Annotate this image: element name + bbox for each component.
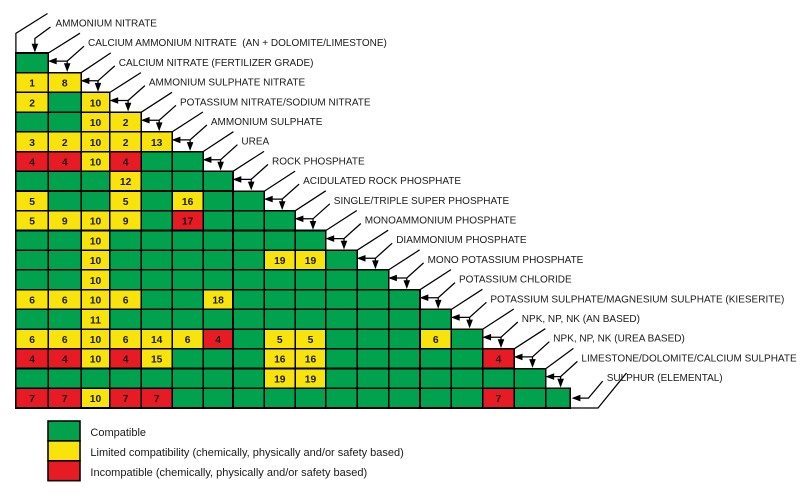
svg-text:10: 10	[90, 236, 102, 247]
svg-text:4: 4	[62, 355, 68, 366]
svg-text:AMMONIUM SULPHATE NITRATE: AMMONIUM SULPHATE NITRATE	[149, 78, 306, 89]
svg-text:6: 6	[123, 335, 129, 346]
svg-text:7: 7	[496, 394, 502, 405]
svg-text:10: 10	[90, 118, 102, 129]
svg-text:AMMONIUM NITRATE: AMMONIUM NITRATE	[56, 19, 158, 30]
svg-text:8: 8	[62, 79, 68, 90]
svg-text:6: 6	[29, 335, 35, 346]
svg-text:10: 10	[90, 276, 102, 287]
svg-text:2: 2	[29, 98, 35, 109]
svg-text:9: 9	[123, 217, 129, 228]
svg-text:NPK, NP, NK (UREA BASED): NPK, NP, NK (UREA BASED)	[553, 334, 685, 345]
svg-text:AMMONIUM SULPHATE: AMMONIUM SULPHATE	[211, 117, 323, 128]
svg-text:5: 5	[277, 335, 283, 346]
svg-text:ROCK PHOSPHATE: ROCK PHOSPHATE	[272, 156, 365, 167]
svg-text:18: 18	[212, 296, 224, 307]
svg-text:4: 4	[29, 355, 35, 366]
svg-text:MONO POTASSIUM PHOSPHATE: MONO POTASSIUM PHOSPHATE	[428, 255, 584, 266]
svg-text:10: 10	[90, 355, 102, 366]
svg-text:7: 7	[29, 394, 35, 405]
svg-text:10: 10	[90, 394, 102, 405]
svg-text:NPK, NP, NK (AN BASED): NPK, NP, NK (AN BASED)	[522, 314, 640, 325]
svg-text:7: 7	[123, 394, 129, 405]
svg-text:14: 14	[151, 335, 163, 346]
svg-text:6: 6	[123, 296, 129, 307]
svg-text:Limited compatibility (chemica: Limited compatibility (chemically, physi…	[90, 447, 403, 459]
svg-text:13: 13	[151, 138, 163, 149]
svg-text:DIAMMONIUM PHOSPHATE: DIAMMONIUM PHOSPHATE	[396, 235, 527, 246]
svg-text:CALCIUM AMMONIUM NITRATE (AN: CALCIUM AMMONIUM NITRATE (AN + DOLOMITE/…	[88, 38, 387, 49]
svg-text:ACIDULATED ROCK PHOSPHATE: ACIDULATED ROCK PHOSPHATE	[303, 176, 461, 187]
svg-text:UREA: UREA	[241, 137, 269, 148]
svg-text:CALCIUM NITRATE (FERTILIZER GR: CALCIUM NITRATE (FERTILIZER GRADE)	[119, 58, 314, 69]
svg-text:4: 4	[62, 158, 68, 169]
svg-text:4: 4	[496, 355, 502, 366]
svg-text:10: 10	[90, 296, 102, 307]
svg-text:4: 4	[215, 335, 221, 346]
svg-text:5: 5	[123, 197, 129, 208]
svg-text:17: 17	[182, 217, 194, 228]
svg-text:POTASSIUM SULPHATE/MAGNESIUM S: POTASSIUM SULPHATE/MAGNESIUM SULPHATE (K…	[490, 294, 784, 305]
svg-text:10: 10	[90, 98, 102, 109]
svg-text:6: 6	[185, 335, 191, 346]
svg-text:2: 2	[123, 138, 129, 149]
svg-text:5: 5	[29, 217, 35, 228]
svg-text:16: 16	[305, 355, 317, 366]
svg-text:19: 19	[305, 375, 317, 386]
svg-text:7: 7	[62, 394, 68, 405]
svg-text:5: 5	[29, 197, 35, 208]
svg-text:7: 7	[154, 394, 160, 405]
svg-text:10: 10	[90, 158, 102, 169]
svg-text:9: 9	[62, 217, 68, 228]
svg-text:MONOAMMONIUM PHOSPHATE: MONOAMMONIUM PHOSPHATE	[365, 216, 517, 227]
svg-text:2: 2	[123, 118, 129, 129]
svg-text:12: 12	[120, 177, 132, 188]
svg-text:4: 4	[123, 158, 129, 169]
svg-text:10: 10	[90, 256, 102, 267]
svg-text:16: 16	[182, 197, 194, 208]
svg-text:POTASSIUM CHLORIDE: POTASSIUM CHLORIDE	[459, 275, 572, 286]
svg-text:15: 15	[151, 355, 163, 366]
svg-text:11: 11	[90, 315, 101, 326]
svg-text:10: 10	[90, 138, 102, 149]
svg-text:5: 5	[308, 335, 314, 346]
svg-text:4: 4	[29, 158, 35, 169]
svg-text:Compatible: Compatible	[90, 427, 146, 439]
svg-text:4: 4	[123, 355, 129, 366]
svg-text:2: 2	[62, 138, 68, 149]
svg-text:10: 10	[90, 335, 102, 346]
svg-text:Incompatible (chemically, phys: Incompatible (chemically, physically and…	[90, 467, 367, 479]
svg-text:19: 19	[274, 256, 286, 267]
svg-text:3: 3	[29, 138, 35, 149]
svg-text:SULPHUR (ELEMENTAL): SULPHUR (ELEMENTAL)	[607, 373, 723, 384]
svg-text:19: 19	[305, 256, 317, 267]
svg-text:16: 16	[274, 355, 286, 366]
svg-text:6: 6	[62, 296, 68, 307]
svg-text:6: 6	[29, 296, 35, 307]
svg-text:LIMESTONE/DOLOMITE/CALCIUM SUL: LIMESTONE/DOLOMITE/CALCIUM SULPHATE	[581, 353, 797, 364]
svg-text:1: 1	[29, 79, 35, 90]
svg-text:6: 6	[433, 335, 439, 346]
svg-text:6: 6	[62, 335, 68, 346]
svg-text:POTASSIUM NITRATE/SODIUM NITRA: POTASSIUM NITRATE/SODIUM NITRATE	[180, 97, 371, 108]
svg-text:10: 10	[90, 217, 102, 228]
svg-text:19: 19	[274, 375, 286, 386]
svg-text:SINGLE/TRIPLE SUPER PHOSPHATE: SINGLE/TRIPLE SUPER PHOSPHATE	[334, 196, 510, 207]
